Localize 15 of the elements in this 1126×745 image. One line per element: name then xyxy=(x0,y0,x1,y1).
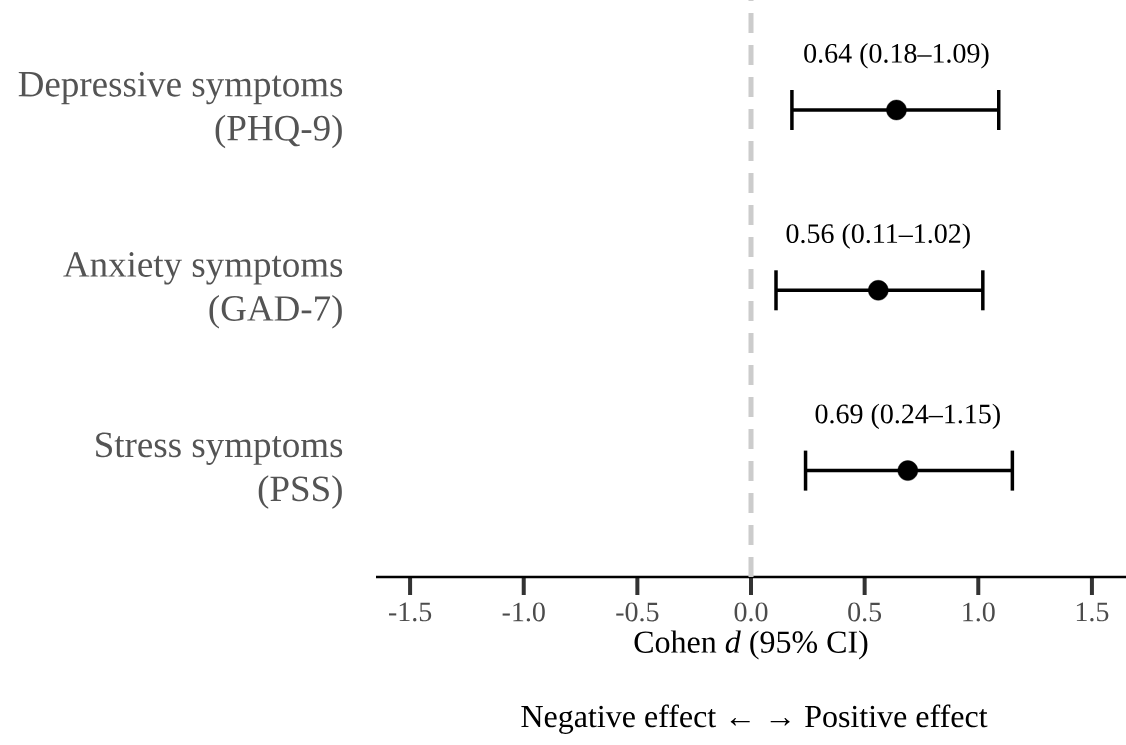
x-tick-label: 0.0 xyxy=(734,602,768,622)
data-label: 0.69 (0.24–1.15) xyxy=(815,403,1000,430)
x-tick-label: -1.0 xyxy=(502,602,545,622)
data-label: 0.56 (0.11–1.02) xyxy=(786,223,970,249)
data-label: 0.64 (0.18–1.09) xyxy=(804,43,989,69)
y-tick-label: Stress symptoms (PSS) xyxy=(96,432,343,509)
y-tick-label: Anxiety symptoms (GAD-7) xyxy=(63,252,343,329)
x-axis-title: Cohen d (95% CI) xyxy=(634,630,868,660)
x-tick-label: -0.5 xyxy=(616,602,659,622)
x-tick-label: 1.5 xyxy=(1076,602,1109,622)
x-tick-label: 1.0 xyxy=(963,602,995,622)
text: Negative effect ← → Positive effect xyxy=(521,704,988,734)
x-tick-label: -1.5 xyxy=(388,602,432,622)
x-tick-label: 0.5 xyxy=(848,602,882,622)
y-tick-label: Depressive symptoms (PHQ-9) xyxy=(18,71,343,149)
